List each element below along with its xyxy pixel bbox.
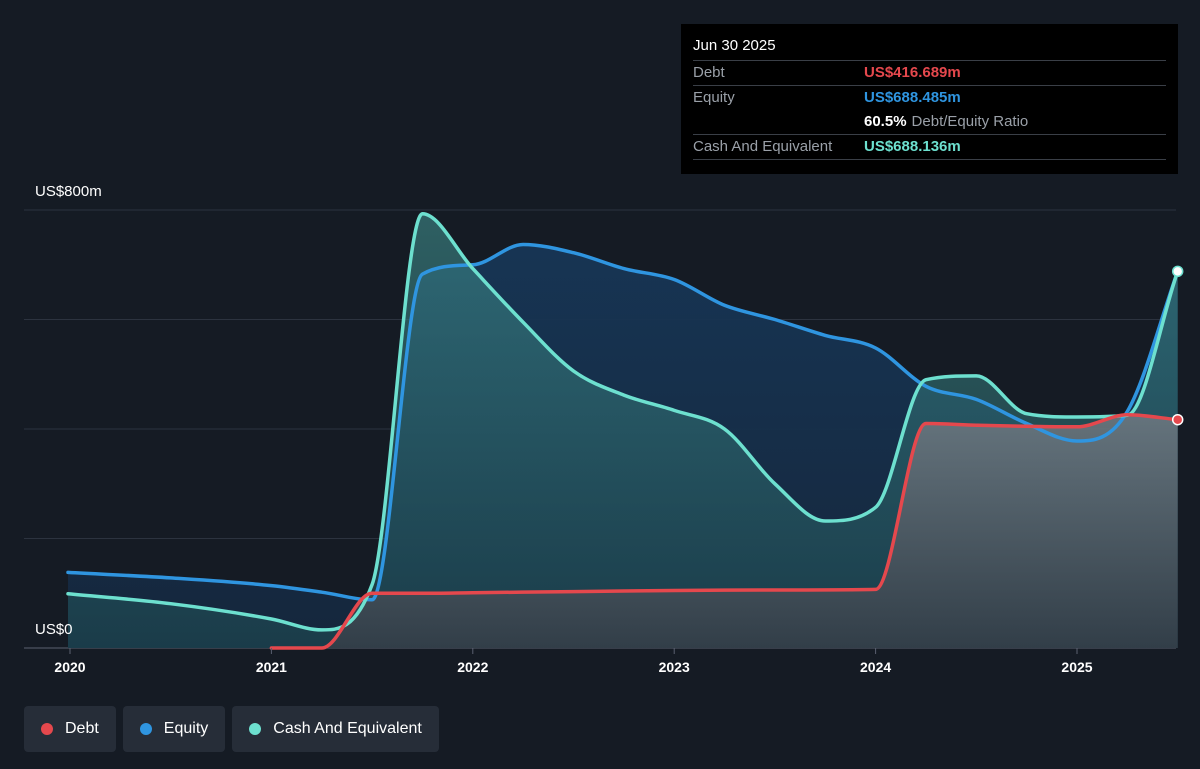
y-axis-min-label: US$0 — [35, 621, 73, 638]
legend: Debt Equity Cash And Equivalent — [24, 706, 439, 752]
tooltip-equity-value: US$688.485m — [864, 89, 961, 106]
x-axis: 2020 2021 2022 2023 2024 2025 — [54, 648, 1093, 675]
debt-dot-icon — [41, 723, 53, 735]
series-lines — [66, 212, 1180, 650]
legend-item-cash[interactable]: Cash And Equivalent — [232, 706, 439, 752]
x-tick-label: 2020 — [54, 659, 85, 675]
tooltip-cash-row: Cash And Equivalent US$688.136m — [693, 134, 1166, 160]
debt-end-marker — [1171, 413, 1184, 426]
equity-line — [66, 242, 1180, 602]
equity-dot-icon — [139, 723, 152, 735]
x-tick-label: 2023 — [659, 659, 690, 675]
x-tick-label: 2024 — [860, 659, 891, 675]
series-areas — [68, 213, 1178, 649]
tooltip-equity-row: Equity US$688.485m — [693, 85, 1166, 110]
debt-line — [269, 413, 1180, 650]
legend-debt-label: Debt — [65, 720, 99, 737]
cash-and-equivalent-end-marker — [1171, 265, 1184, 278]
cash-and-equivalent-line — [66, 212, 1180, 632]
tooltip-ratio-label: Debt/Equity Ratio — [911, 113, 1029, 130]
tooltip-ratio-value: 60.5% — [864, 113, 907, 130]
data-tooltip: Jun 30 2025 Debt US$416.689m Equity US$6… — [681, 24, 1178, 174]
y-axis-max-label: US$800m — [35, 183, 102, 200]
tooltip-equity-label: Equity — [693, 89, 735, 106]
x-tick-label: 2021 — [256, 659, 287, 675]
tooltip-debt-value: US$416.689m — [864, 64, 961, 81]
legend-item-equity[interactable]: Equity — [122, 706, 226, 752]
tooltip-debt-row: Debt US$416.689m — [693, 60, 1166, 85]
x-tick-label: 2022 — [457, 659, 488, 675]
cash-dot-icon — [249, 723, 262, 735]
tooltip-cash-value: US$688.136m — [864, 138, 961, 155]
tooltip-cash-label: Cash And Equivalent — [693, 138, 833, 155]
end-markers — [1171, 265, 1184, 426]
legend-equity-label: Equity — [163, 720, 209, 737]
tooltip-date: Jun 30 2025 — [693, 37, 776, 54]
tooltip-debt-label: Debt — [693, 64, 725, 81]
x-tick-label: 2025 — [1061, 659, 1092, 675]
legend-cash-label: Cash And Equivalent — [273, 720, 422, 737]
debt-area — [271, 414, 1178, 648]
legend-item-debt[interactable]: Debt — [24, 706, 116, 752]
tooltip-ratio-row: 60.5% Debt/Equity Ratio — [693, 110, 1166, 134]
